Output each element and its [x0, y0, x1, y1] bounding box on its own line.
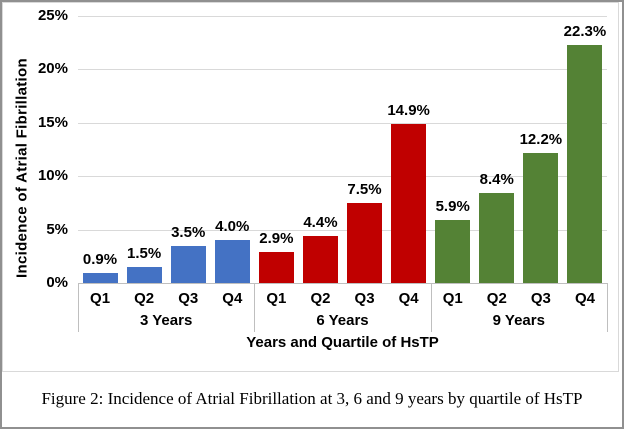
bar-6-years-q4: [391, 123, 427, 283]
bar-value-label: 8.4%: [479, 171, 514, 189]
bar-3-years-q3: [170, 245, 206, 283]
bar-9-years-q1: [435, 219, 471, 283]
y-tick-label: 20%: [37, 60, 68, 78]
bar-value-label: 14.9%: [387, 101, 430, 119]
bar-6-years-q3: [347, 202, 383, 283]
bar-value-label: 12.2%: [519, 130, 563, 148]
bar-value-label: 0.9%: [82, 251, 118, 269]
bar-9-years-q3: [523, 152, 559, 283]
category-label: Q1: [266, 290, 287, 307]
y-gridline: [78, 122, 607, 124]
bar-3-years-q2: [126, 266, 162, 283]
y-tick-label: 5%: [46, 220, 68, 238]
y-axis-title: Incidence of Atrial Fibrillation: [13, 58, 31, 278]
bar-value-label: 22.3%: [563, 22, 607, 40]
bar-value-label: 4.4%: [303, 214, 338, 231]
category-label: Q4: [222, 290, 243, 307]
chart-border: [2, 2, 619, 372]
y-tick-label: 15%: [37, 113, 68, 131]
bar-9-years-q2: [479, 193, 515, 283]
category-label: Q2: [310, 290, 331, 307]
y-tick-label: 0%: [46, 274, 68, 291]
axis-group-separator: [430, 283, 432, 332]
figure-caption: Figure 2: Incidence of Atrial Fibrillati…: [41, 389, 583, 408]
category-label: Q1: [442, 290, 463, 307]
axis-group-separator: [78, 283, 79, 332]
category-label: Q3: [354, 290, 375, 307]
group-label-3-years: 3 Years: [140, 312, 193, 329]
category-label: Q4: [398, 290, 419, 307]
bar-value-label: 4.0%: [215, 218, 250, 236]
axis-group-separator: [254, 283, 256, 332]
category-label: Q2: [134, 290, 155, 307]
bar-9-years-q4: [567, 44, 603, 283]
category-label: Q1: [90, 290, 111, 307]
x-axis-title: Years and Quartile of HsTP: [246, 334, 439, 351]
group-label-6-years: 6 Years: [316, 312, 369, 329]
bar-value-label: 7.5%: [347, 180, 382, 198]
y-gridline: [78, 229, 607, 231]
bar-value-label: 1.5%: [127, 244, 162, 262]
y-tick-label: 25%: [37, 7, 68, 24]
category-label: Q2: [486, 290, 507, 307]
category-label: Q3: [178, 290, 199, 307]
bar-value-label: 5.9%: [435, 197, 470, 215]
y-gridline: [78, 176, 607, 178]
bar-3-years-q1: [82, 273, 118, 283]
y-gridline: [78, 16, 607, 17]
x-axis-line: [78, 283, 607, 284]
bar-value-label: 3.5%: [171, 223, 206, 241]
bar-6-years-q2: [302, 236, 338, 283]
category-label: Q4: [574, 290, 595, 307]
bar-6-years-q1: [258, 252, 294, 283]
group-label-9-years: 9 Years: [492, 312, 545, 329]
category-label: Q3: [530, 290, 551, 307]
y-tick-label: 10%: [37, 167, 68, 185]
bar-value-label: 2.9%: [259, 230, 294, 248]
y-gridline: [78, 69, 607, 71]
bar-3-years-q4: [214, 240, 250, 283]
axis-group-separator: [607, 283, 608, 332]
